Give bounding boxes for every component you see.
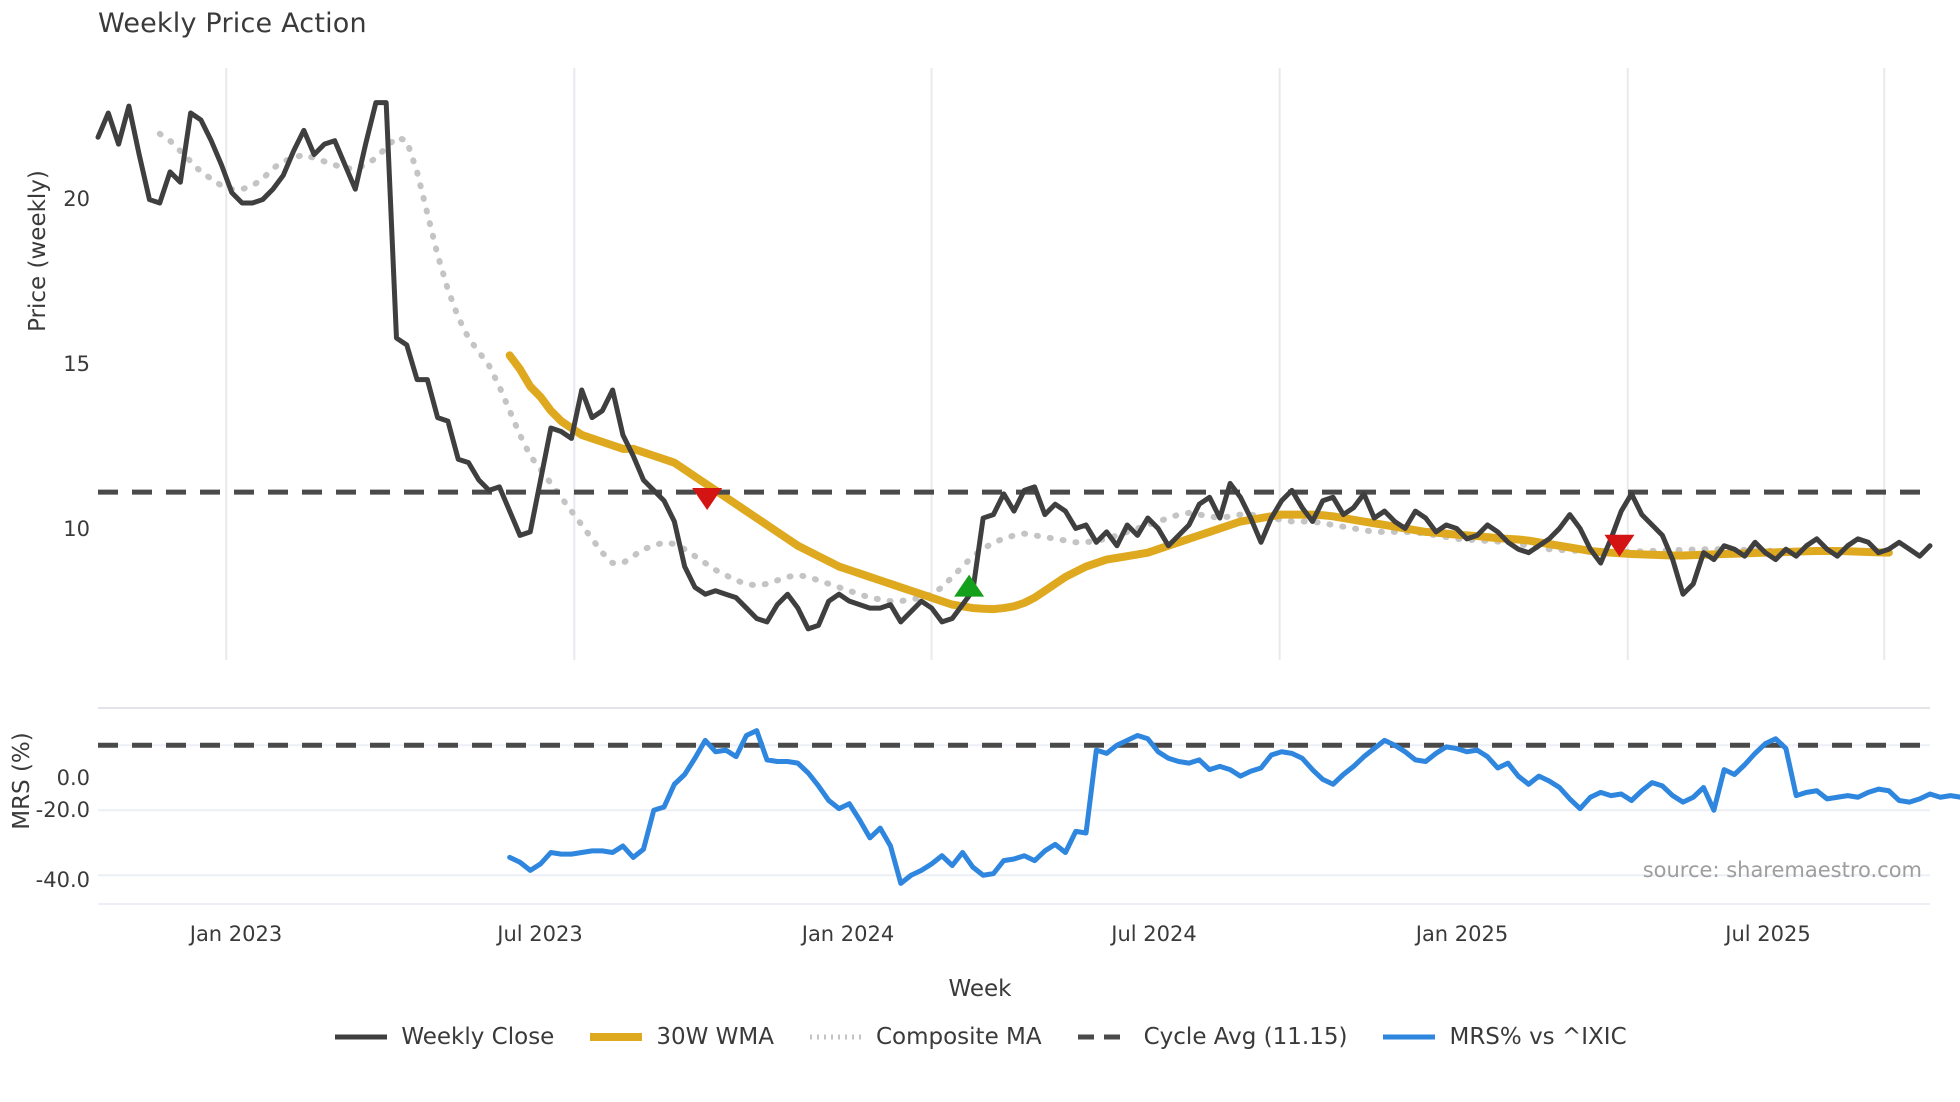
sell-signal-marker-2[interactable]	[1604, 534, 1635, 557]
legend-swatch-mrs	[1383, 1034, 1436, 1040]
series-30w-wma	[505, 351, 1893, 614]
xtick-jul-2024: Jul 2024	[1111, 922, 1197, 946]
xtick-jan-2025: Jan 2025	[1415, 922, 1509, 946]
legend-label-weekly-close: Weekly Close	[401, 1024, 555, 1050]
legend-label-30w-wma: 30W WMA	[656, 1024, 774, 1050]
price-ytick-10: 10	[63, 517, 90, 541]
legend-item-30w-wma[interactable]: 30W WMA	[588, 1024, 774, 1050]
price-ytick-20: 20	[63, 187, 90, 211]
x-axis-label: Week	[948, 976, 1012, 1002]
legend-label-cycle-avg: Cycle Avg (11.15)	[1143, 1024, 1348, 1050]
legend-label-composite-ma: Composite MA	[875, 1024, 1042, 1050]
legend-item-composite-ma[interactable]: Composite MA	[808, 1024, 1042, 1050]
xtick-jan-2024: Jan 2024	[801, 922, 895, 946]
buy-signal-marker-1[interactable]	[954, 574, 985, 597]
chart-title: Weekly Price Action	[98, 8, 367, 39]
legend-swatch-composite-ma	[809, 1034, 862, 1040]
price-ytick-15: 15	[63, 352, 90, 376]
xtick-jul-2025: Jul 2025	[1725, 922, 1811, 946]
chart-plot-area	[95, 68, 1960, 905]
series-weekly-close	[95, 100, 1933, 632]
mrs-ytick-0: 0.0	[56, 766, 90, 790]
legend-item-weekly-close[interactable]: Weekly Close	[333, 1024, 554, 1050]
legend-item-cycle-avg[interactable]: Cycle Avg (11.15)	[1076, 1024, 1348, 1050]
mrs-ytick-minus20: -20.0	[35, 798, 90, 822]
xtick-jul-2023: Jul 2023	[497, 922, 583, 946]
source-watermark: source: sharemaestro.com	[1642, 858, 1922, 882]
legend-item-mrs[interactable]: MRS% vs ^IXIC	[1381, 1024, 1627, 1050]
sell-signal-marker-0[interactable]	[692, 488, 723, 511]
legend-label-mrs: MRS% vs ^IXIC	[1449, 1024, 1627, 1050]
mrs-ytick-minus40: -40.0	[35, 868, 90, 892]
legend-swatch-cycle-avg	[1077, 1034, 1130, 1040]
series-mrs-percent	[507, 728, 1960, 886]
chart-legend: Weekly Close 30W WMA Composite MA Cycle …	[0, 1024, 1960, 1050]
legend-swatch-30w-wma	[590, 1033, 643, 1041]
legend-swatch-weekly-close	[335, 1034, 388, 1040]
xtick-jan-2023: Jan 2023	[189, 922, 283, 946]
